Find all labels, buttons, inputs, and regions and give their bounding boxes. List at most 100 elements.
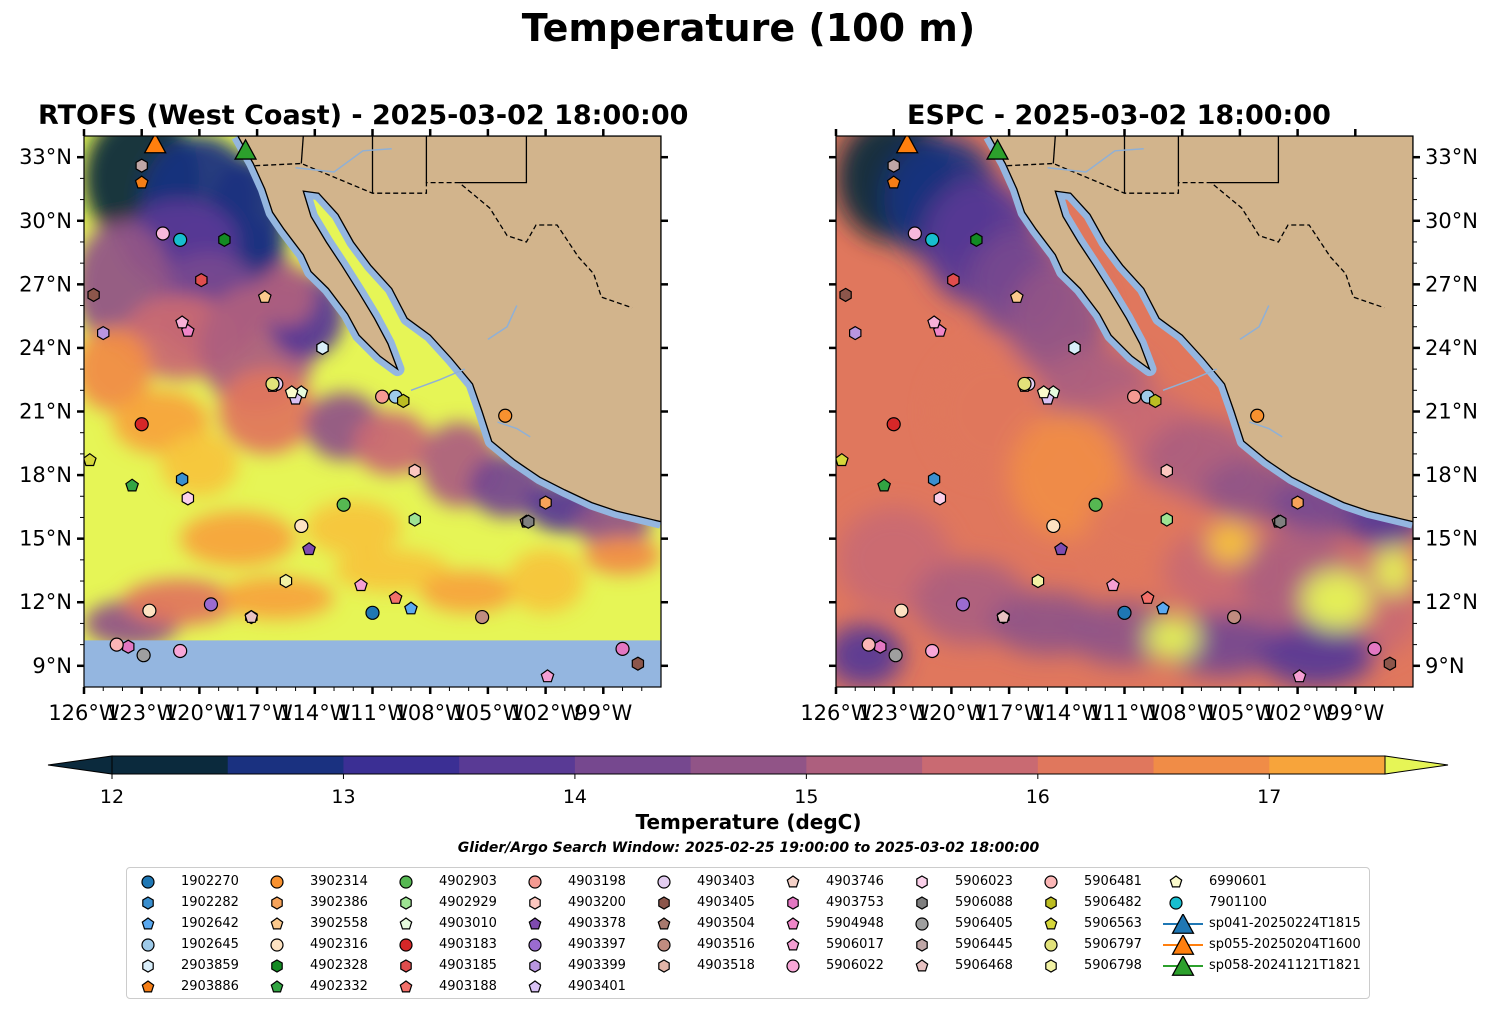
x-tick-label: 111°W (1089, 701, 1161, 725)
float-marker (1383, 656, 1397, 671)
legend-marker (399, 917, 413, 930)
float-4902332 (877, 478, 892, 492)
legend-label: 2903886 (181, 979, 239, 994)
float-4903378 (302, 542, 316, 556)
legend-marker (271, 896, 283, 910)
legend-label: sp041-20250224T1815 (1209, 916, 1361, 931)
river (487, 305, 518, 341)
legend-label: 3902386 (310, 895, 368, 910)
colorbar-tick-label: 15 (794, 786, 818, 808)
float-1902642 (1156, 601, 1170, 615)
legend-marker (657, 938, 671, 952)
colorbar-segment (922, 756, 1039, 774)
land (989, 136, 1413, 523)
legend-label: 2903859 (181, 958, 239, 973)
glider-sp041-20250224T1815 (935, 114, 956, 133)
float-4903185 (947, 272, 960, 288)
float-4903516 (475, 609, 490, 625)
temperature-patch (257, 263, 315, 327)
legend-marker (528, 938, 542, 952)
temperature-patch (1301, 570, 1371, 630)
legend-label: 5906023 (955, 874, 1013, 889)
float-4902929 (1160, 512, 1174, 527)
x-tick-label: 99°W (1326, 701, 1384, 725)
x-tick-label: 126°W (48, 701, 120, 725)
legend-label: 4903378 (568, 916, 626, 931)
legend-label: 4903403 (697, 874, 755, 889)
y-tick-label: 15°N (1425, 527, 1478, 551)
float-5906563 (836, 452, 849, 467)
float-5906445 (887, 158, 900, 173)
colorbar-segment (1037, 756, 1155, 774)
x-tick-label: 120°W (916, 701, 988, 725)
x-tick-label: 117°W (221, 701, 293, 725)
x-tick-label: 117°W (973, 701, 1045, 725)
legend-marker (142, 896, 154, 910)
temperature-patch (160, 432, 238, 497)
float-5906563 (84, 452, 97, 467)
float-marker (927, 472, 941, 487)
legend-marker (529, 959, 541, 973)
colorbar-tick-label: 13 (331, 786, 355, 808)
float-6990601 (1036, 385, 1051, 399)
colorbar-tick-label: 17 (1257, 786, 1281, 808)
legend-marker (400, 896, 412, 910)
river (497, 421, 531, 438)
float-5906798 (279, 573, 293, 589)
float-1902642 (404, 601, 418, 615)
colorbar-segment (574, 756, 692, 774)
legend-marker (1045, 896, 1057, 910)
colorbar-segment (1153, 756, 1270, 774)
y-tick-label: 33°N (19, 145, 72, 169)
float-5906481 (861, 637, 876, 652)
legend-label: 4903399 (568, 958, 626, 973)
x-tick-label: 102°W (510, 701, 582, 725)
glider-sp041-20250224T1815 (183, 114, 204, 133)
legend-marker (658, 896, 670, 910)
glider-sp058-20241121T1821 (234, 138, 258, 160)
international-border (1007, 162, 1385, 309)
legend-marker (400, 959, 412, 973)
float-5906017 (354, 578, 368, 592)
legend-label: 4903401 (568, 979, 626, 994)
legend-marker (786, 938, 800, 951)
float-1902270 (1117, 605, 1132, 620)
float-4902328 (218, 232, 231, 247)
float-markers (836, 114, 1397, 683)
float-4903753 (121, 639, 135, 654)
float-marker (155, 226, 170, 241)
legend-glider-marker (1171, 956, 1195, 976)
legend-marker (528, 980, 542, 993)
x-tick-label: 123°W (106, 701, 178, 725)
x-tick-label: 105°W (452, 701, 524, 725)
float-4903185 (195, 272, 208, 288)
float-3902558 (1009, 289, 1024, 303)
float-5906023 (933, 491, 947, 506)
legend-marker (915, 959, 929, 972)
float-3902558 (257, 289, 272, 303)
float-4903399 (96, 325, 110, 341)
legend-marker (916, 938, 928, 952)
y-tick-label: 9°N (1425, 654, 1465, 678)
temperature-patch (1374, 547, 1413, 594)
legend-label: 1902642 (181, 916, 239, 931)
legend-label: 5906798 (1084, 958, 1142, 973)
legend-marker (786, 917, 800, 930)
x-tick-label: 105°W (1204, 701, 1276, 725)
float-5906468 (996, 609, 1011, 623)
float-marker (1046, 518, 1061, 534)
float-marker (1292, 669, 1307, 683)
colorbar-segment (690, 756, 807, 774)
legend-label: 5906405 (955, 916, 1013, 931)
legend-marker (1169, 875, 1183, 888)
legend-glider-marker (1171, 935, 1195, 955)
legend-marker (658, 959, 670, 973)
legend-label: 5906482 (1084, 895, 1142, 910)
x-tick-label: 114°W (1031, 701, 1103, 725)
y-tick-label: 24°N (1425, 336, 1478, 360)
legend-label: 4903200 (568, 895, 626, 910)
legend-marker (528, 875, 542, 889)
float-4903397 (203, 597, 219, 612)
search-window-text: Glider/Argo Search Window: 2025-02-25 19… (457, 840, 1040, 856)
y-tick-label: 33°N (1425, 145, 1478, 169)
